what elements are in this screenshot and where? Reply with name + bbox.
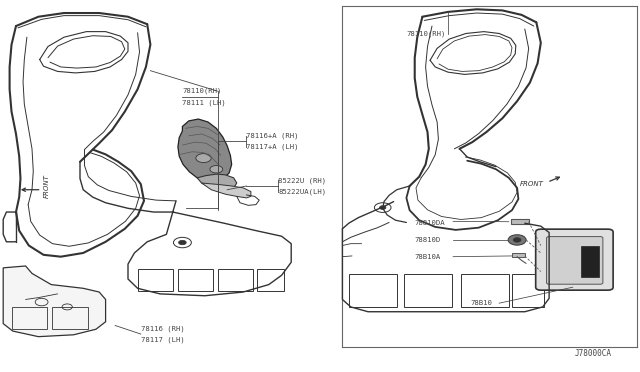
Bar: [257, 269, 284, 291]
Text: 78B10A: 78B10A: [415, 254, 441, 260]
Bar: [12, 307, 47, 329]
Circle shape: [179, 240, 186, 245]
Bar: [581, 246, 599, 277]
Text: 78111 (LH): 78111 (LH): [182, 99, 226, 106]
Text: 78117 (LH): 78117 (LH): [141, 336, 184, 343]
Bar: [512, 274, 544, 307]
Circle shape: [513, 238, 521, 242]
Bar: [461, 274, 509, 307]
Bar: [512, 253, 525, 257]
Polygon shape: [3, 266, 106, 337]
Text: 78810DA: 78810DA: [415, 220, 445, 226]
Text: 78110(RH): 78110(RH): [182, 88, 222, 94]
Text: J78000CA: J78000CA: [574, 349, 611, 358]
Bar: [404, 274, 452, 307]
Bar: [511, 219, 529, 224]
Text: 78117+A (LH): 78117+A (LH): [246, 144, 299, 150]
Circle shape: [196, 154, 211, 163]
Text: 78810D: 78810D: [415, 237, 441, 243]
FancyBboxPatch shape: [536, 229, 613, 290]
Bar: [349, 274, 397, 307]
Text: FRONT: FRONT: [520, 181, 544, 187]
Text: 78B10: 78B10: [470, 300, 492, 306]
Circle shape: [508, 235, 526, 245]
Polygon shape: [202, 183, 251, 198]
Bar: [178, 269, 213, 291]
Circle shape: [210, 166, 223, 173]
Text: 85222UA(LH): 85222UA(LH): [278, 188, 326, 195]
Bar: [138, 269, 173, 291]
Polygon shape: [178, 119, 232, 182]
Bar: [52, 307, 88, 329]
Text: FRONT: FRONT: [44, 174, 49, 198]
Text: 78110(RH): 78110(RH): [406, 31, 446, 38]
FancyBboxPatch shape: [547, 237, 603, 284]
Polygon shape: [197, 174, 237, 190]
Bar: [218, 269, 253, 291]
Text: 85222U (RH): 85222U (RH): [278, 177, 326, 184]
Text: 78116 (RH): 78116 (RH): [141, 326, 184, 333]
Circle shape: [380, 206, 386, 209]
Text: 78116+A (RH): 78116+A (RH): [246, 132, 299, 139]
